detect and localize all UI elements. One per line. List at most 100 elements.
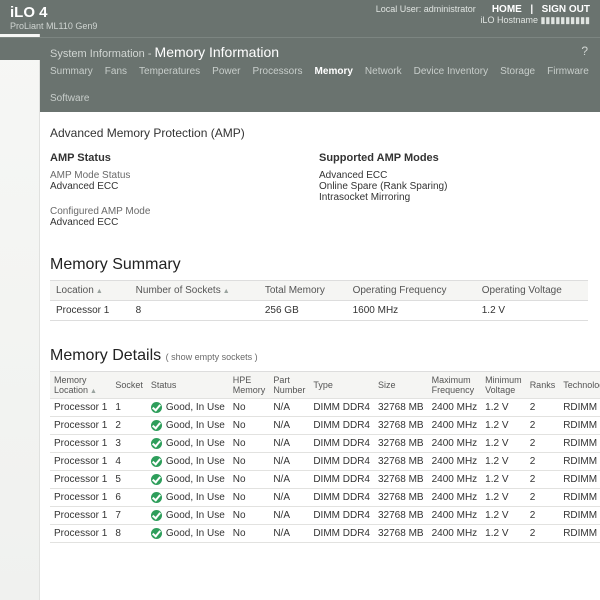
details-cell: 32768 MB xyxy=(374,435,428,453)
status-text: Good, In Use xyxy=(166,402,225,413)
amp-status-title: AMP Status xyxy=(50,152,319,164)
details-cell: No xyxy=(229,471,270,489)
details-cell: 2400 MHz xyxy=(428,507,482,525)
status-ok-icon xyxy=(151,456,162,467)
details-cell: 32768 MB xyxy=(374,471,428,489)
summary-col-header[interactable]: Number of Sockets xyxy=(130,281,259,301)
details-cell: DIMM DDR4 xyxy=(309,399,374,417)
details-cell: DIMM DDR4 xyxy=(309,525,374,543)
details-cell: Processor 1 xyxy=(50,399,111,417)
details-cell: No xyxy=(229,453,270,471)
details-cell: RDIMM xyxy=(559,471,600,489)
tab-storage[interactable]: Storage xyxy=(500,64,535,79)
summary-col-header[interactable]: Location xyxy=(50,281,130,301)
tab-firmware[interactable]: Firmware xyxy=(547,64,589,79)
details-cell: DIMM DDR4 xyxy=(309,435,374,453)
details-col-header[interactable]: HPEMemory xyxy=(229,372,270,399)
details-cell: 2 xyxy=(526,471,560,489)
details-cell: 2400 MHz xyxy=(428,435,482,453)
tab-processors[interactable]: Processors xyxy=(253,64,303,79)
show-empty-sockets-link[interactable]: ( show empty sockets ) xyxy=(166,352,258,362)
details-cell: RDIMM xyxy=(559,435,600,453)
details-col-header[interactable]: MemoryLocation xyxy=(50,372,111,399)
tab-temperatures[interactable]: Temperatures xyxy=(139,64,200,79)
details-cell: 2400 MHz xyxy=(428,417,482,435)
details-cell: Processor 1 xyxy=(50,525,111,543)
hostname-label: iLO Hostname ▮▮▮▮▮▮▮▮▮▮ xyxy=(376,15,590,26)
amp-mode-value: Advanced ECC xyxy=(50,181,319,192)
details-cell: Processor 1 xyxy=(50,453,111,471)
details-cell: RDIMM xyxy=(559,453,600,471)
details-cell: Good, In Use xyxy=(147,435,229,453)
amp-section-title: Advanced Memory Protection (AMP) xyxy=(50,126,588,140)
tab-summary[interactable]: Summary xyxy=(50,64,93,79)
details-cell: 4 xyxy=(111,453,147,471)
topbar-right: Local User: administrator HOME | SIGN OU… xyxy=(376,4,590,26)
details-cell: 2400 MHz xyxy=(428,399,482,417)
details-col-header[interactable]: Socket xyxy=(111,372,147,399)
details-cell: 2 xyxy=(526,435,560,453)
user-label: Local User: administrator xyxy=(376,4,476,14)
tab-power[interactable]: Power xyxy=(212,64,240,79)
status-ok-icon xyxy=(151,474,162,485)
summary-col-header[interactable]: Operating Voltage xyxy=(476,281,588,301)
details-cell: 1.2 V xyxy=(481,417,526,435)
details-cell: 1.2 V xyxy=(481,471,526,489)
memory-details-title: Memory Details xyxy=(50,347,161,364)
brand-title: iLO 4 xyxy=(10,4,97,21)
details-cell: 2 xyxy=(526,453,560,471)
details-cell: Good, In Use xyxy=(147,525,229,543)
details-cell: 2 xyxy=(111,417,147,435)
details-cell: RDIMM xyxy=(559,507,600,525)
details-col-header[interactable]: Type xyxy=(309,372,374,399)
summary-col-header[interactable]: Operating Frequency xyxy=(347,281,476,301)
signout-link[interactable]: SIGN OUT xyxy=(542,4,590,15)
status-ok-icon xyxy=(151,510,162,521)
details-cell: Good, In Use xyxy=(147,417,229,435)
breadcrumb: System Information - Memory Information xyxy=(50,44,590,60)
details-cell: No xyxy=(229,525,270,543)
details-col-header[interactable]: MaximumFrequency xyxy=(428,372,482,399)
page-title: Memory Information xyxy=(155,44,279,60)
amp-status-col: AMP Status AMP Mode Status Advanced ECC … xyxy=(50,152,319,228)
status-text: Good, In Use xyxy=(166,492,225,503)
status-ok-icon xyxy=(151,492,162,503)
tab-strip: Summary Fans Temperatures Power Processors Me… xyxy=(0,60,600,112)
summary-cell: 256 GB xyxy=(259,301,347,321)
tab-device-inventory[interactable]: Device Inventory xyxy=(414,64,488,79)
details-col-header[interactable]: MinimumVoltage xyxy=(481,372,526,399)
amp-supported-mode: Advanced ECC xyxy=(319,170,588,181)
table-row: Processor 17Good, In UseNoN/ADIMM DDR432… xyxy=(50,507,600,525)
details-cell: 2400 MHz xyxy=(428,453,482,471)
tab-memory[interactable]: Memory xyxy=(315,64,353,79)
tab-fans[interactable]: Fans xyxy=(105,64,127,79)
details-cell: 2400 MHz xyxy=(428,489,482,507)
details-col-header[interactable]: Size xyxy=(374,372,428,399)
details-cell: RDIMM xyxy=(559,489,600,507)
status-text: Good, In Use xyxy=(166,510,225,521)
details-col-header[interactable]: Ranks xyxy=(526,372,560,399)
tab-network[interactable]: Network xyxy=(365,64,402,79)
tab-software[interactable]: Software xyxy=(50,91,89,106)
home-link[interactable]: HOME xyxy=(492,4,522,15)
details-cell: N/A xyxy=(269,507,309,525)
summary-cell: Processor 1 xyxy=(50,301,130,321)
help-icon[interactable]: ? xyxy=(581,44,588,58)
details-cell: No xyxy=(229,435,270,453)
summary-col-header[interactable]: Total Memory xyxy=(259,281,347,301)
amp-config-value: Advanced ECC xyxy=(50,217,319,228)
details-col-header[interactable]: Status xyxy=(147,372,229,399)
status-ok-icon xyxy=(151,438,162,449)
details-col-header[interactable]: PartNumber xyxy=(269,372,309,399)
amp-mode-label: AMP Mode Status xyxy=(50,170,319,181)
details-col-header[interactable]: Technology xyxy=(559,372,600,399)
details-cell: 2 xyxy=(526,507,560,525)
status-ok-icon xyxy=(151,402,162,413)
details-cell: 2400 MHz xyxy=(428,471,482,489)
left-nav-edge xyxy=(0,34,40,600)
status-text: Good, In Use xyxy=(166,420,225,431)
memory-summary-title: Memory Summary xyxy=(50,256,588,274)
details-cell: DIMM DDR4 xyxy=(309,489,374,507)
details-cell: N/A xyxy=(269,471,309,489)
details-cell: DIMM DDR4 xyxy=(309,453,374,471)
